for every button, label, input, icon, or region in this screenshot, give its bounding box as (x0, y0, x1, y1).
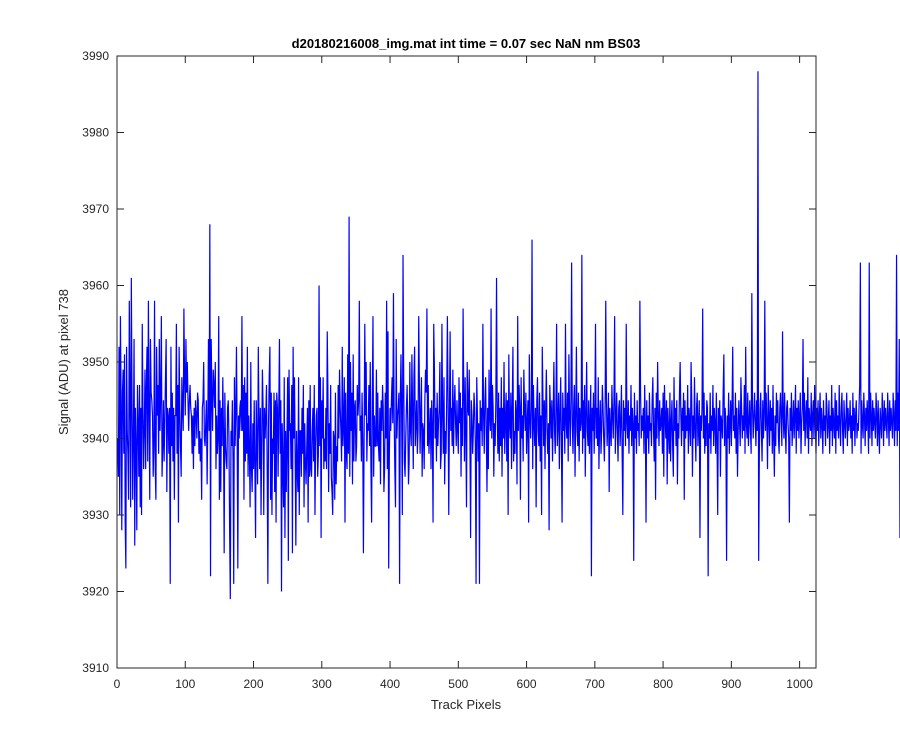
y-tick-label: 3930 (82, 508, 109, 522)
x-tick-label: 1000 (786, 677, 813, 691)
y-tick-label: 3990 (82, 49, 109, 63)
x-tick-label: 400 (380, 677, 400, 691)
y-tick-label: 3910 (82, 661, 109, 675)
y-tick-label: 3980 (82, 126, 109, 140)
plot-area (117, 56, 816, 668)
y-tick-label: 3920 (82, 585, 109, 599)
chart-title: d20180216008_img.mat int time = 0.07 sec… (292, 36, 641, 51)
y-tick-label: 3970 (82, 202, 109, 216)
x-tick-label: 600 (517, 677, 537, 691)
y-tick-label: 3960 (82, 279, 109, 293)
x-axis-ticks: 0 100 200 300 400 500 600 700 800 900 1000 (114, 56, 813, 691)
y-tick-label: 3950 (82, 355, 109, 369)
x-tick-label: 800 (653, 677, 673, 691)
y-axis-ticks: 3910 3920 3930 3940 3950 3960 3970 3980 3990 (82, 49, 816, 675)
y-tick-label: 3940 (82, 432, 109, 446)
x-tick-label: 100 (175, 677, 195, 691)
y-axis-label: Signal (ADU) at pixel 738 (56, 289, 71, 435)
x-tick-label: 0 (114, 677, 121, 691)
x-tick-label: 500 (448, 677, 468, 691)
x-axis-label: Track Pixels (431, 697, 502, 712)
x-tick-label: 300 (312, 677, 332, 691)
x-tick-label: 200 (244, 677, 264, 691)
x-tick-label: 700 (585, 677, 605, 691)
series-layer (117, 71, 900, 600)
series-line-1 (117, 71, 900, 600)
x-tick-label: 900 (721, 677, 741, 691)
